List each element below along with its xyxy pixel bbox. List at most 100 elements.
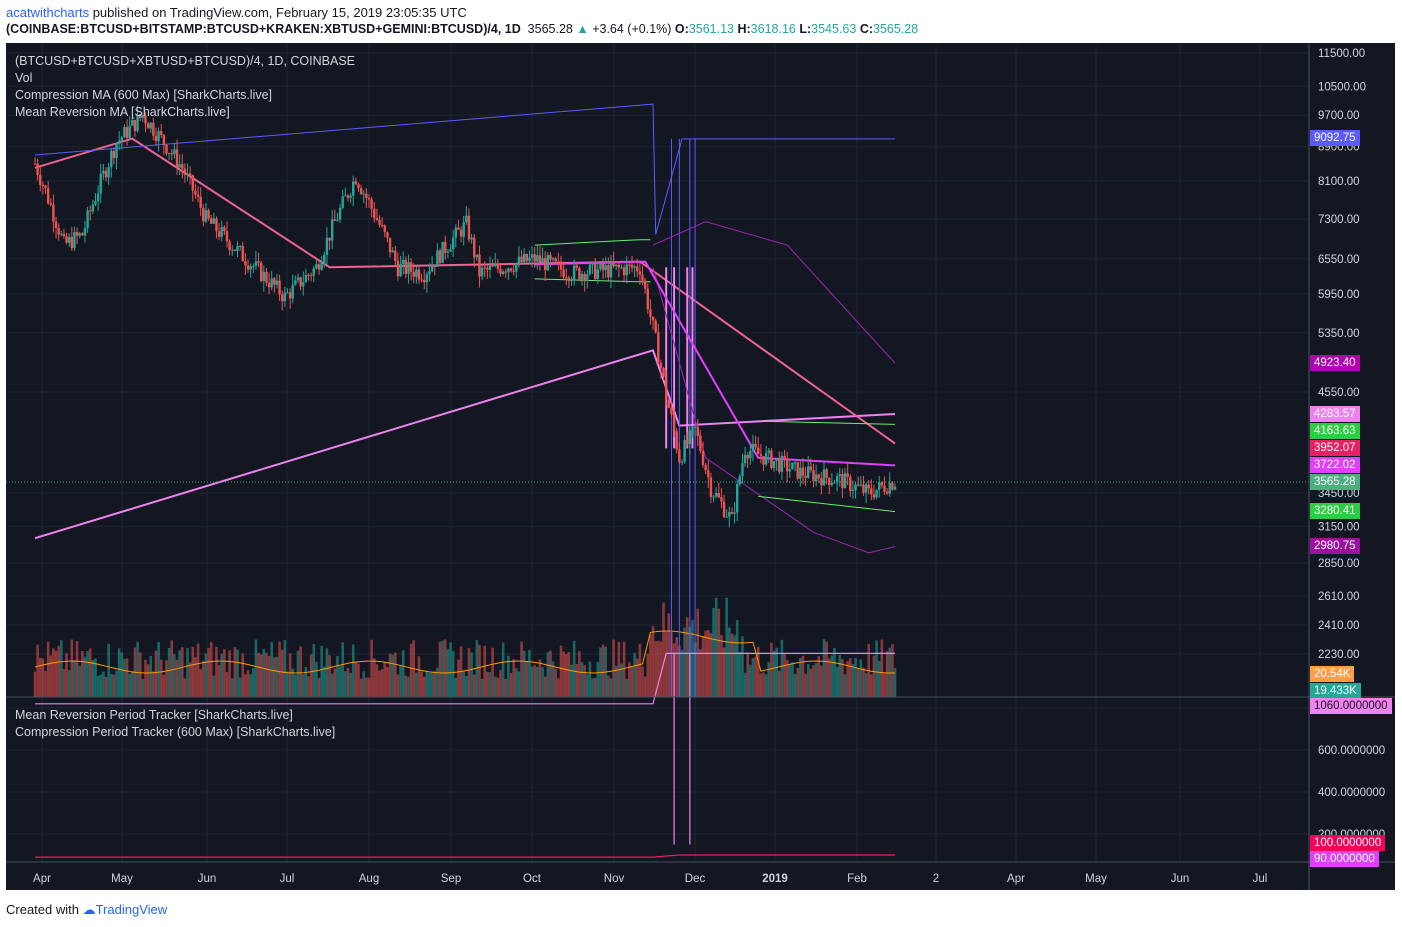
volume-bar — [664, 632, 668, 697]
candle-body — [509, 268, 513, 271]
volume-bar — [283, 639, 287, 697]
volume-bar — [596, 661, 600, 697]
volume-bar — [517, 671, 521, 697]
volume-bar — [525, 661, 529, 697]
candle-body — [120, 137, 123, 141]
candle-body — [278, 280, 281, 295]
candle-body — [362, 193, 365, 195]
volume-bar — [96, 675, 100, 697]
volume-bar — [391, 654, 394, 697]
volume-bar — [465, 676, 468, 697]
volume-bar — [814, 663, 818, 697]
candle-body — [265, 271, 268, 283]
volume-bar — [493, 676, 497, 697]
volume-bar — [885, 651, 889, 697]
candle-body — [807, 466, 810, 478]
tradingview-link[interactable]: TradingView — [95, 902, 168, 917]
candle-body — [459, 229, 463, 237]
legend-volume[interactable]: Vol — [15, 71, 33, 85]
volume-bar — [322, 666, 326, 697]
candle-body — [820, 478, 823, 486]
volume-bar — [246, 670, 250, 697]
price-tick: 2410.00 — [1318, 620, 1360, 632]
volume-bar — [125, 658, 129, 697]
candle-body — [296, 277, 300, 281]
reversion-band-top — [652, 221, 896, 364]
tracker-tick: 400.0000000 — [1318, 787, 1385, 799]
time-tick: Jun — [1171, 873, 1190, 885]
candle-body — [338, 207, 342, 220]
candle-body — [425, 274, 429, 283]
candle-body — [475, 254, 479, 258]
candle-body — [170, 153, 173, 155]
volume-bar — [259, 654, 263, 697]
candle-body — [423, 279, 426, 283]
chart-frame[interactable] — [6, 43, 1395, 890]
legend-compression-ma[interactable]: Compression MA (600 Max) [SharkCharts.li… — [15, 88, 273, 102]
volume-bar — [291, 668, 295, 697]
volume-bar — [346, 667, 350, 697]
volume-bar — [541, 667, 544, 697]
volume-bar — [196, 643, 200, 697]
legend-mean-reversion-tracker[interactable]: Mean Reversion Period Tracker [SharkChar… — [15, 708, 293, 722]
volume-bar — [633, 652, 636, 697]
volume-bar — [462, 671, 465, 697]
candle-body — [286, 292, 289, 294]
volume-bar — [149, 655, 153, 697]
compression-ma-line — [34, 349, 896, 540]
candle-body — [317, 264, 321, 270]
volume-bar — [817, 656, 821, 697]
candle-body — [759, 454, 763, 457]
price-badge-compression-lower: 3280.41 — [1310, 503, 1360, 519]
candle-body — [325, 237, 329, 255]
volume-bar — [478, 644, 481, 697]
candle-body — [862, 484, 865, 493]
volume-bar — [851, 664, 855, 697]
volume-bar — [854, 657, 857, 697]
time-tick: Sep — [441, 873, 461, 885]
close-label: C: — [859, 22, 874, 36]
volume-bar — [233, 647, 237, 697]
volume-bar — [691, 619, 694, 697]
candle-body — [196, 194, 200, 197]
legend-mean-reversion-ma[interactable]: Mean Reversion MA [SharkCharts.live] — [15, 105, 230, 119]
candle-body — [604, 265, 607, 271]
volume-bar — [546, 652, 550, 697]
candle-body — [89, 210, 92, 212]
volume-bar — [278, 641, 281, 697]
author-link[interactable]: acatwithcharts — [6, 5, 90, 20]
volume-bar — [488, 672, 492, 697]
volume-bar — [159, 659, 163, 697]
time-tick: Dec — [685, 873, 706, 885]
reversion-band-bottom — [652, 267, 896, 554]
candle-body — [94, 201, 97, 205]
volume-bar — [562, 651, 565, 697]
candle-body — [704, 465, 707, 471]
candle-body — [622, 267, 626, 276]
candle-body — [102, 170, 105, 174]
candle-body — [680, 461, 684, 463]
volume-bar — [580, 662, 584, 697]
candle-body — [41, 184, 45, 186]
candle-body — [370, 199, 373, 209]
candle-body — [580, 273, 584, 280]
volume-bar — [499, 670, 502, 697]
candle-body — [522, 254, 526, 263]
candle-body — [283, 292, 287, 302]
candle-body — [417, 269, 421, 280]
volume-bar — [88, 648, 92, 697]
volume-bar — [304, 666, 308, 697]
volume-bar — [152, 671, 155, 697]
candle-body — [115, 143, 118, 159]
candle-body — [154, 135, 158, 142]
legend-compression-tracker[interactable]: Compression Period Tracker (600 Max) [Sh… — [15, 725, 336, 739]
candle-body — [394, 250, 397, 261]
volume-bar — [407, 676, 410, 697]
legend-symbol[interactable]: (BTCUSD+BTCUSD+XBTUSD+BTCUSD)/4, 1D, COI… — [15, 54, 355, 68]
candle-body — [307, 274, 310, 276]
tradingview-logo-icon[interactable]: ☁ — [82, 902, 96, 917]
volume-bar — [422, 676, 426, 697]
candle-body — [217, 231, 221, 237]
candle-body — [446, 251, 450, 253]
